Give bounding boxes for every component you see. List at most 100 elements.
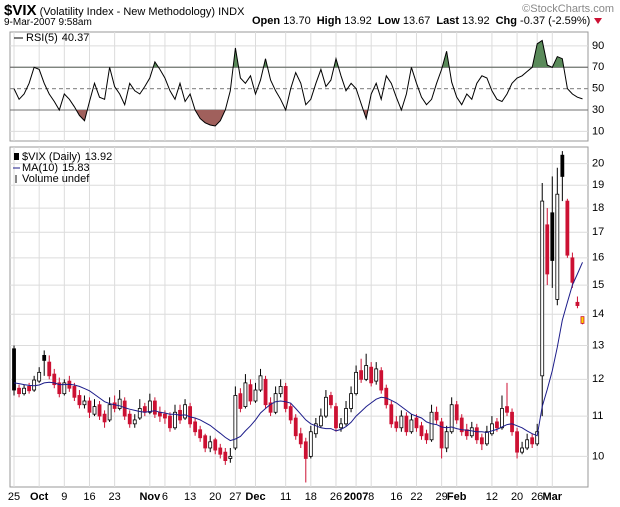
candle-body	[329, 395, 333, 406]
candle-body	[243, 382, 248, 407]
candle-body	[273, 393, 278, 413]
candle-body	[580, 316, 585, 324]
candle-body	[334, 406, 338, 429]
candle-body	[439, 421, 444, 449]
candle-body	[198, 429, 203, 439]
candle-body	[288, 406, 293, 421]
candle-body	[62, 382, 67, 395]
candle-body	[525, 439, 530, 449]
candle-body	[228, 455, 233, 459]
candle-body	[424, 433, 429, 441]
legend-entry: RSI(5) 40.37	[26, 32, 89, 44]
candle-body	[449, 404, 454, 433]
candle-body	[203, 435, 208, 449]
candle-body	[384, 387, 389, 406]
x-tick-label: 9	[61, 491, 67, 503]
candle-body	[112, 402, 117, 409]
x-tick-label: Nov	[139, 491, 161, 503]
legend-name: RSI(5)	[26, 32, 58, 44]
candle-body	[339, 423, 343, 429]
candle-body	[540, 200, 545, 377]
quote-label: Chg	[495, 15, 517, 27]
candle-body	[238, 393, 243, 409]
x-tick-label: Feb	[447, 491, 467, 503]
credit: ©StockCharts.com	[522, 3, 614, 15]
candle-body	[57, 382, 62, 395]
x-tick-label: 16	[390, 491, 402, 503]
candle-body	[500, 408, 504, 429]
candle-body	[565, 200, 570, 256]
candle-body	[223, 451, 228, 461]
candle-body	[520, 447, 525, 453]
candle-body	[87, 400, 92, 413]
candle-body	[379, 370, 384, 391]
legend-entry: $VIX (Daily) 13.92	[22, 151, 112, 163]
panel	[9, 31, 589, 142]
candle-body	[535, 431, 540, 445]
candle-body	[313, 423, 318, 435]
x-tick-label: 8	[368, 491, 374, 503]
candle-body	[510, 411, 514, 433]
candle-body	[459, 417, 464, 433]
y-tick-label: 50	[592, 83, 604, 95]
candle-body	[32, 379, 37, 391]
candle-body	[479, 437, 484, 445]
x-tick-label: 29	[435, 491, 447, 503]
candle-body	[490, 423, 494, 435]
legend-swatch	[15, 175, 17, 183]
candle-body	[132, 419, 137, 425]
candle-body	[550, 212, 555, 261]
candle-body	[434, 411, 439, 421]
candle-body	[409, 419, 414, 433]
candle-body	[218, 447, 223, 455]
candle-body	[308, 431, 313, 457]
y-tick-label: 20	[592, 157, 604, 169]
candle-body	[283, 386, 288, 409]
candle-body	[530, 437, 535, 445]
y-tick-label: 13	[592, 339, 604, 351]
candle-body	[52, 373, 57, 386]
candle-body	[570, 257, 575, 283]
candle-body	[278, 386, 283, 395]
candle-body	[298, 433, 303, 445]
candle-body	[484, 431, 489, 445]
candle-body	[374, 368, 379, 382]
timestamp: 9-Mar-2007 9:58am	[4, 17, 92, 28]
candle-body	[419, 425, 424, 437]
candle-body	[82, 400, 87, 406]
x-tick-label: 25	[8, 491, 20, 503]
quote-label: Low	[377, 15, 400, 27]
y-tick-label: 12	[592, 373, 604, 385]
x-tick-label: Dec	[245, 491, 265, 503]
y-tick-label: 90	[592, 40, 604, 52]
legend-name: $VIX (Daily)	[22, 151, 81, 163]
candle-body	[37, 371, 42, 382]
y-tick-label: 19	[592, 179, 604, 191]
candle-body	[469, 427, 474, 437]
candle-body	[193, 421, 198, 433]
candle-body	[107, 404, 112, 421]
x-tick-label: 20	[511, 491, 523, 503]
y-tick-label: 11	[592, 410, 603, 422]
candle-body	[505, 406, 509, 413]
candle-body	[27, 386, 32, 392]
candle-body	[12, 348, 16, 391]
candle-body	[318, 415, 323, 427]
change-arrow	[594, 18, 603, 25]
candle-body	[258, 375, 263, 391]
candle-body	[102, 413, 107, 423]
candle-body	[303, 441, 308, 459]
legend-value: 15.83	[62, 162, 90, 174]
y-tick-label: 10	[592, 450, 604, 462]
candle-body	[248, 384, 253, 402]
candle-body	[142, 406, 147, 413]
candle-body	[188, 406, 192, 425]
quote-value: -0.37 (-2.59%)	[520, 15, 591, 27]
y-tick-label: 14	[592, 308, 604, 320]
candle-body	[349, 393, 353, 409]
candle-body	[324, 396, 328, 417]
candle-body	[474, 427, 479, 441]
x-tick-label: 26	[531, 491, 543, 503]
y-tick-label: 10	[592, 125, 604, 137]
